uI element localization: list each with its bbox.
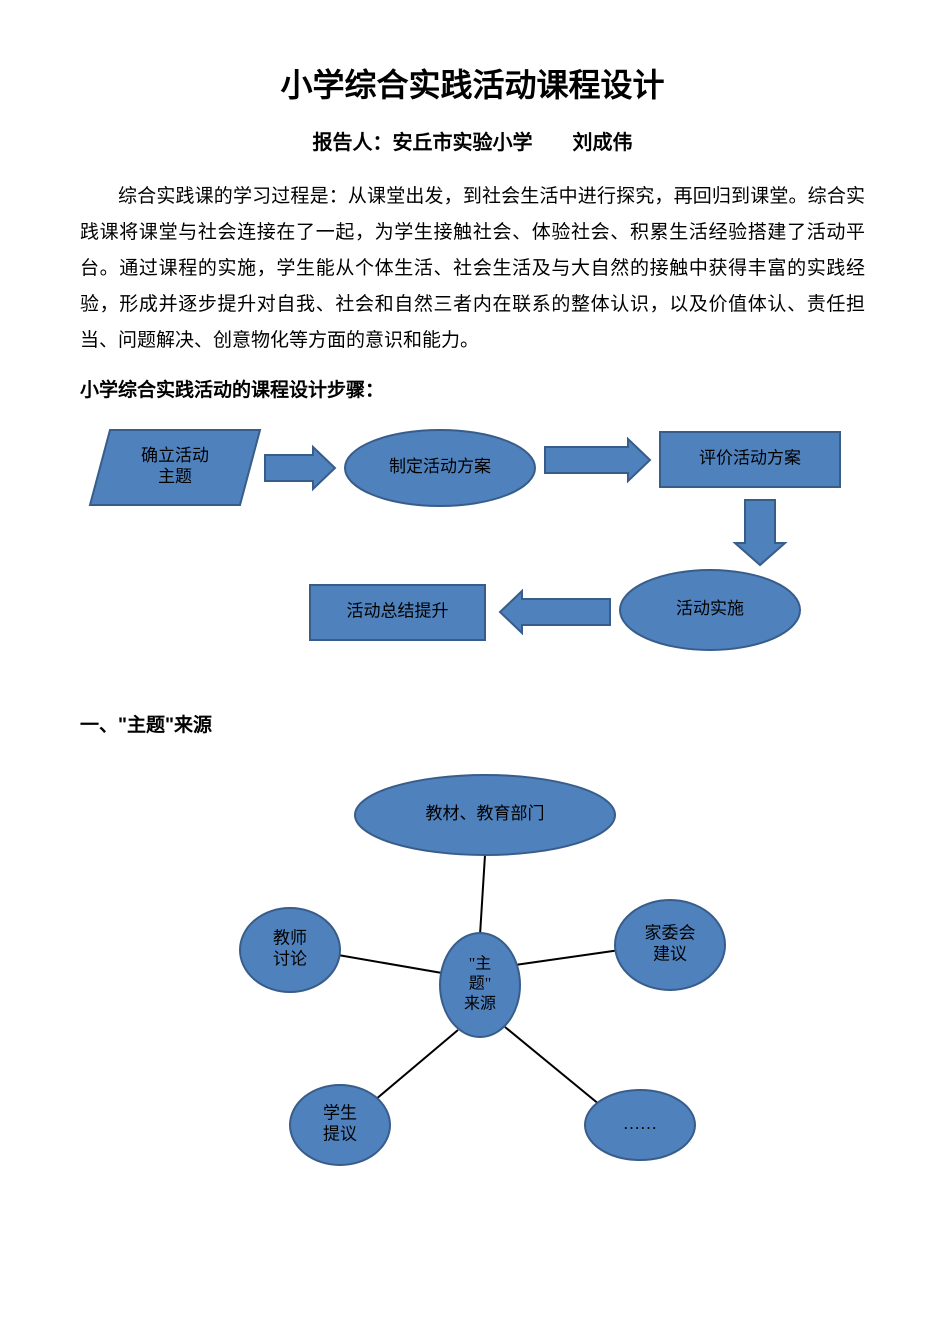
spider-diagram: 教材、教育部门家委会建议 …… 学生提议 教师讨论 "主题" 来源 <box>80 755 865 1195</box>
intro-paragraph: 综合实践课的学习过程是：从课堂出发，到社会生活中进行探究，再回归到课堂。综合实践… <box>80 179 865 359</box>
flowchart-svg: 确立活动主题 制定活动方案 评价活动方案活动实施 活动总结提升 <box>80 420 865 680</box>
flowchart-steps: 确立活动主题 制定活动方案 评价活动方案活动实施 活动总结提升 <box>80 420 865 680</box>
svg-text:家委会: 家委会 <box>645 924 696 943</box>
svg-text:教材、教育部门: 教材、教育部门 <box>426 804 545 823</box>
svg-text:建议: 建议 <box>653 945 687 964</box>
section-heading-steps: 小学综合实践活动的课程设计步骤： <box>80 375 865 402</box>
svg-text:提议: 提议 <box>323 1125 357 1144</box>
svg-text:"主: "主 <box>469 955 492 973</box>
svg-text:确立活动: 确立活动 <box>141 446 209 465</box>
svg-text:活动总结提升: 活动总结提升 <box>347 602 449 621</box>
spider-svg: 教材、教育部门家委会建议 …… 学生提议 教师讨论 "主题" 来源 <box>80 755 865 1195</box>
svg-text:活动实施: 活动实施 <box>676 599 744 618</box>
svg-text:评价活动方案: 评价活动方案 <box>699 449 801 468</box>
report-byline: 报告人：安丘市实验小学 刘成伟 <box>80 126 865 155</box>
svg-text:制定活动方案: 制定活动方案 <box>389 457 491 476</box>
svg-text:……: …… <box>623 1114 657 1133</box>
page-title: 小学综合实践活动课程设计 <box>80 60 865 106</box>
section-heading-sources: 一、"主题"来源 <box>80 710 865 737</box>
svg-text:学生: 学生 <box>323 1104 357 1123</box>
svg-text:来源: 来源 <box>464 995 496 1013</box>
svg-text:主题: 主题 <box>158 468 192 487</box>
svg-text:教师: 教师 <box>273 929 307 948</box>
svg-text:题": 题" <box>469 976 492 993</box>
svg-text:讨论: 讨论 <box>273 950 307 969</box>
